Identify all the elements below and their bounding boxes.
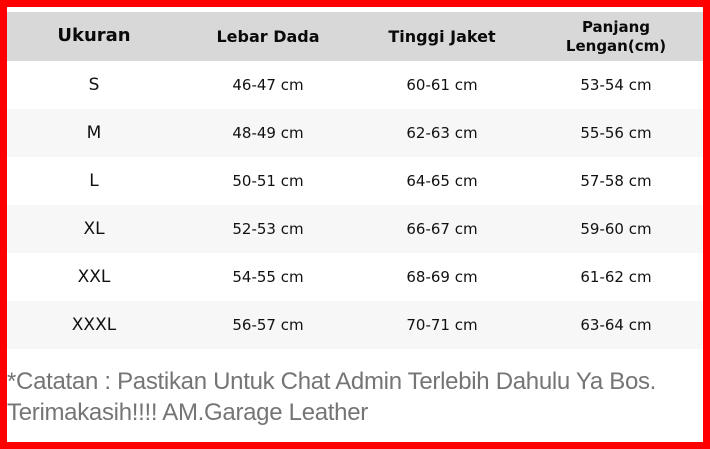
header-lebar-dada: Lebar Dada bbox=[181, 12, 355, 61]
chest-value: 46-47 cm bbox=[232, 76, 304, 94]
size-table: Ukuran Lebar Dada Tinggi Jaket Panjang L… bbox=[7, 12, 703, 349]
size-label: XL bbox=[83, 219, 105, 239]
size-label: S bbox=[88, 75, 100, 95]
size-label: L bbox=[89, 171, 99, 191]
table-row: XXL 54-55 cm 68-69 cm 61-62 cm bbox=[7, 253, 703, 301]
jacket-height-value: 66-67 cm bbox=[406, 220, 478, 238]
jacket-height-value: 62-63 cm bbox=[406, 124, 478, 142]
sleeve-value: 57-58 cm bbox=[580, 172, 652, 190]
sleeve-value: 63-64 cm bbox=[580, 316, 652, 334]
header-tinggi-jaket: Tinggi Jaket bbox=[355, 12, 529, 61]
note-text: *Catatan : Pastikan Untuk Chat Admin Ter… bbox=[7, 368, 657, 427]
sleeve-value: 55-56 cm bbox=[580, 124, 652, 142]
jacket-height-value: 68-69 cm bbox=[406, 268, 478, 286]
table-row: L 50-51 cm 64-65 cm 57-58 cm bbox=[7, 157, 703, 205]
chest-value: 54-55 cm bbox=[232, 268, 304, 286]
sleeve-value: 53-54 cm bbox=[580, 76, 652, 94]
table-row: XL 52-53 cm 66-67 cm 59-60 cm bbox=[7, 205, 703, 253]
sleeve-value: 61-62 cm bbox=[580, 268, 652, 286]
chest-value: 52-53 cm bbox=[232, 220, 304, 238]
sleeve-value: 59-60 cm bbox=[580, 220, 652, 238]
table-row: M 48-49 cm 62-63 cm 55-56 cm bbox=[7, 109, 703, 157]
table-row: S 46-47 cm 60-61 cm 53-54 cm bbox=[7, 61, 703, 109]
size-label: XXL bbox=[77, 267, 111, 287]
size-table-header: Ukuran Lebar Dada Tinggi Jaket Panjang L… bbox=[7, 12, 703, 61]
header-ukuran: Ukuran bbox=[7, 12, 181, 61]
size-label: M bbox=[86, 123, 102, 143]
chest-value: 56-57 cm bbox=[232, 316, 304, 334]
jacket-height-value: 70-71 cm bbox=[406, 316, 478, 334]
chest-value: 48-49 cm bbox=[232, 124, 304, 142]
table-row: XXXL 56-57 cm 70-71 cm 63-64 cm bbox=[7, 301, 703, 349]
chest-value: 50-51 cm bbox=[232, 172, 304, 190]
header-row: Ukuran Lebar Dada Tinggi Jaket Panjang L… bbox=[7, 12, 703, 61]
jacket-height-value: 60-61 cm bbox=[406, 76, 478, 94]
size-table-body: S 46-47 cm 60-61 cm 53-54 cm M 48-49 cm … bbox=[7, 61, 703, 349]
jacket-height-value: 64-65 cm bbox=[406, 172, 478, 190]
header-panjang-lengan: Panjang Lengan(cm) bbox=[529, 12, 703, 61]
size-label: XXXL bbox=[71, 315, 117, 335]
